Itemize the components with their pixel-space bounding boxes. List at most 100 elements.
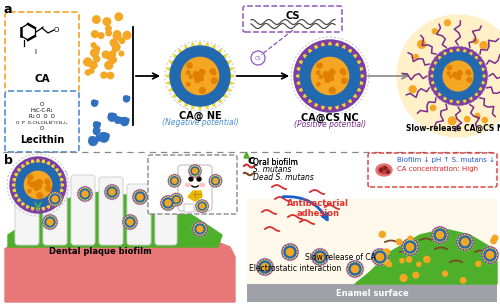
- Ellipse shape: [52, 202, 54, 205]
- Ellipse shape: [176, 176, 177, 178]
- Circle shape: [300, 46, 360, 106]
- Ellipse shape: [166, 206, 167, 209]
- Circle shape: [109, 189, 115, 195]
- Circle shape: [462, 239, 468, 246]
- Ellipse shape: [54, 203, 56, 205]
- Ellipse shape: [144, 198, 146, 200]
- Ellipse shape: [258, 266, 260, 268]
- FancyBboxPatch shape: [184, 204, 194, 212]
- FancyBboxPatch shape: [243, 6, 342, 32]
- Circle shape: [112, 47, 117, 52]
- Ellipse shape: [58, 189, 63, 191]
- Ellipse shape: [468, 237, 470, 239]
- Ellipse shape: [172, 200, 174, 202]
- Ellipse shape: [404, 249, 406, 250]
- Ellipse shape: [134, 198, 136, 200]
- Ellipse shape: [54, 198, 58, 201]
- Ellipse shape: [54, 223, 56, 225]
- Circle shape: [459, 236, 471, 248]
- Circle shape: [50, 194, 60, 204]
- FancyBboxPatch shape: [155, 189, 177, 245]
- Text: Dental plaque biofilm: Dental plaque biofilm: [48, 247, 152, 256]
- Ellipse shape: [342, 46, 345, 50]
- Ellipse shape: [46, 204, 50, 208]
- Ellipse shape: [358, 75, 364, 77]
- Ellipse shape: [404, 244, 406, 245]
- Circle shape: [466, 70, 470, 74]
- Circle shape: [128, 96, 130, 99]
- Polygon shape: [355, 229, 497, 284]
- Ellipse shape: [185, 46, 188, 50]
- Circle shape: [475, 113, 480, 118]
- Ellipse shape: [202, 224, 204, 227]
- Ellipse shape: [176, 194, 177, 197]
- Text: CA concentration: High: CA concentration: High: [397, 166, 478, 172]
- Ellipse shape: [176, 202, 177, 205]
- Ellipse shape: [212, 102, 215, 106]
- Ellipse shape: [179, 98, 182, 102]
- Circle shape: [349, 263, 361, 275]
- Ellipse shape: [469, 52, 472, 56]
- Ellipse shape: [216, 176, 218, 178]
- Ellipse shape: [22, 201, 26, 205]
- Ellipse shape: [84, 188, 86, 190]
- Ellipse shape: [375, 252, 376, 254]
- Text: O: O: [40, 126, 44, 131]
- Ellipse shape: [172, 197, 174, 199]
- Circle shape: [463, 241, 468, 246]
- Circle shape: [374, 251, 386, 263]
- FancyBboxPatch shape: [15, 177, 39, 245]
- Ellipse shape: [198, 223, 199, 226]
- Circle shape: [198, 202, 206, 210]
- Circle shape: [52, 196, 58, 202]
- Circle shape: [212, 71, 216, 75]
- Text: Dead S. mutans: Dead S. mutans: [253, 173, 314, 182]
- Circle shape: [106, 30, 112, 36]
- Ellipse shape: [50, 165, 54, 169]
- Ellipse shape: [196, 173, 198, 176]
- Polygon shape: [244, 152, 249, 158]
- Circle shape: [316, 83, 320, 86]
- Ellipse shape: [171, 199, 173, 200]
- Ellipse shape: [348, 266, 350, 267]
- Circle shape: [436, 231, 444, 239]
- Ellipse shape: [194, 166, 196, 168]
- Ellipse shape: [474, 57, 478, 60]
- Circle shape: [286, 248, 294, 256]
- Ellipse shape: [124, 221, 126, 223]
- Circle shape: [187, 63, 192, 68]
- Ellipse shape: [192, 166, 194, 169]
- Ellipse shape: [480, 68, 484, 71]
- Ellipse shape: [136, 200, 138, 201]
- Ellipse shape: [384, 260, 385, 262]
- Ellipse shape: [196, 231, 198, 234]
- Ellipse shape: [442, 228, 443, 231]
- Ellipse shape: [202, 231, 204, 234]
- Circle shape: [284, 246, 296, 258]
- Ellipse shape: [128, 216, 129, 219]
- Ellipse shape: [348, 268, 350, 270]
- Ellipse shape: [162, 200, 164, 202]
- Ellipse shape: [435, 238, 436, 240]
- Ellipse shape: [80, 189, 82, 192]
- FancyBboxPatch shape: [247, 199, 497, 284]
- Circle shape: [473, 38, 478, 44]
- Circle shape: [113, 114, 116, 117]
- Circle shape: [406, 257, 412, 262]
- Ellipse shape: [457, 99, 459, 103]
- Ellipse shape: [481, 75, 485, 77]
- Circle shape: [35, 182, 41, 188]
- Ellipse shape: [470, 239, 472, 240]
- Circle shape: [165, 200, 171, 206]
- Ellipse shape: [174, 184, 175, 186]
- Ellipse shape: [190, 170, 192, 172]
- Ellipse shape: [492, 259, 493, 262]
- Ellipse shape: [116, 191, 118, 192]
- Ellipse shape: [324, 258, 326, 260]
- Ellipse shape: [82, 188, 84, 191]
- Circle shape: [434, 229, 446, 241]
- Ellipse shape: [432, 68, 436, 71]
- Ellipse shape: [213, 183, 214, 186]
- Circle shape: [212, 177, 220, 185]
- Ellipse shape: [58, 200, 61, 202]
